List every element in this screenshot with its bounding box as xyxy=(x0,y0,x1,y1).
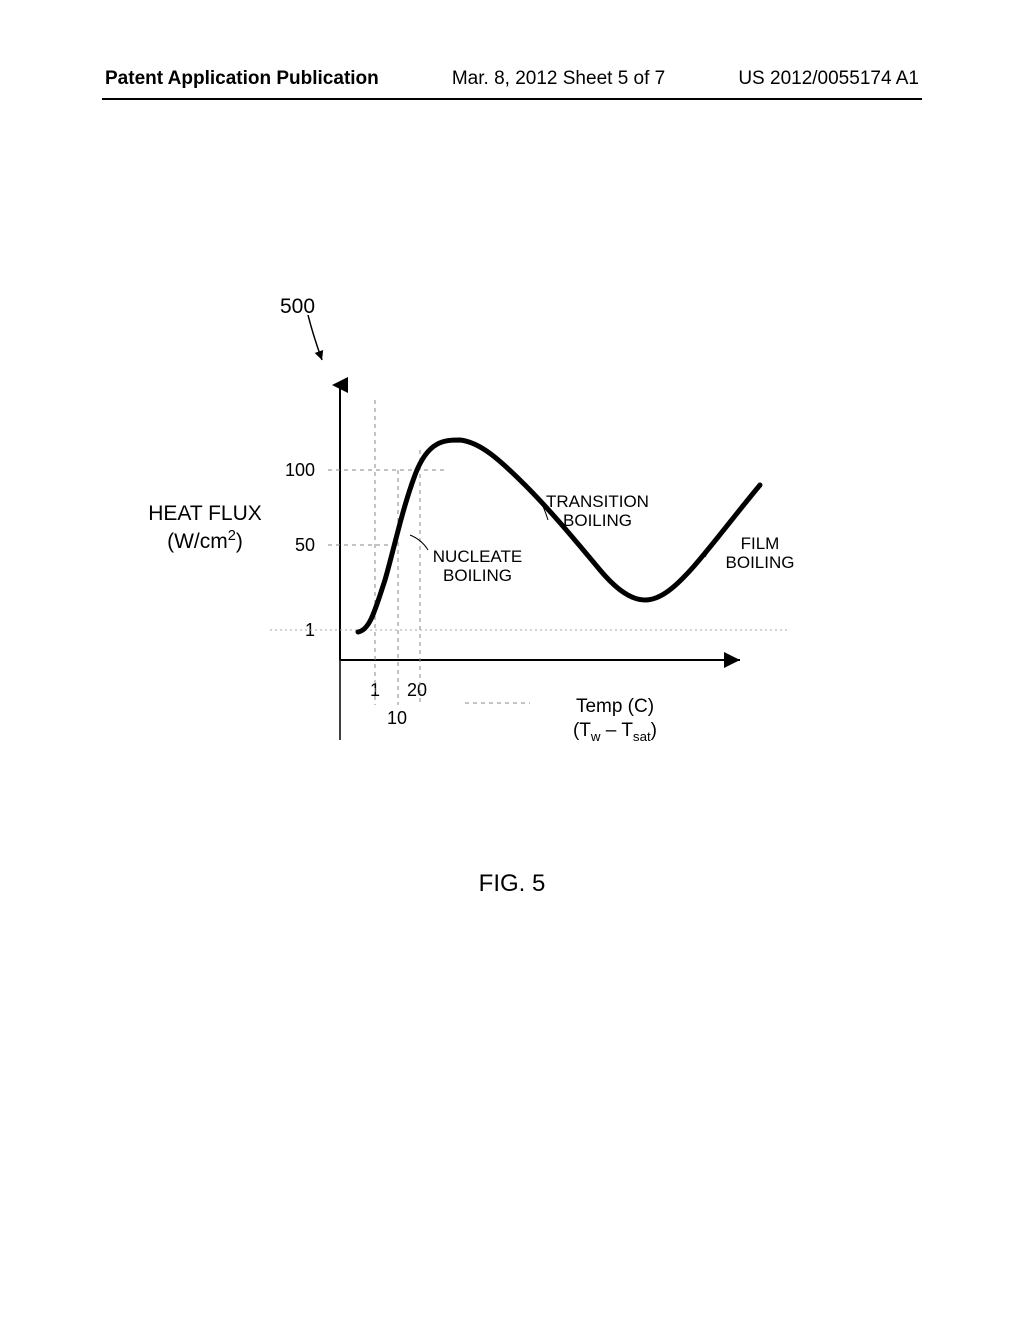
boiling-curve-diagram: 500 HEAT FLUX (W/cm2) 100 50 1 1 20 10 T… xyxy=(150,310,880,810)
header-left-text: Patent Application Publication xyxy=(105,68,379,90)
callout-arrow xyxy=(308,315,322,360)
header-right-text: US 2012/0055174 A1 xyxy=(738,68,919,90)
figure-caption: FIG. 5 xyxy=(0,870,1024,898)
boiling-curve xyxy=(358,440,760,632)
leader-nucleate xyxy=(410,535,428,550)
chart-svg xyxy=(150,310,880,810)
page-header: Patent Application Publication Mar. 8, 2… xyxy=(0,68,1024,90)
header-rule xyxy=(102,98,922,100)
header-center-text: Mar. 8, 2012 Sheet 5 of 7 xyxy=(452,68,665,90)
